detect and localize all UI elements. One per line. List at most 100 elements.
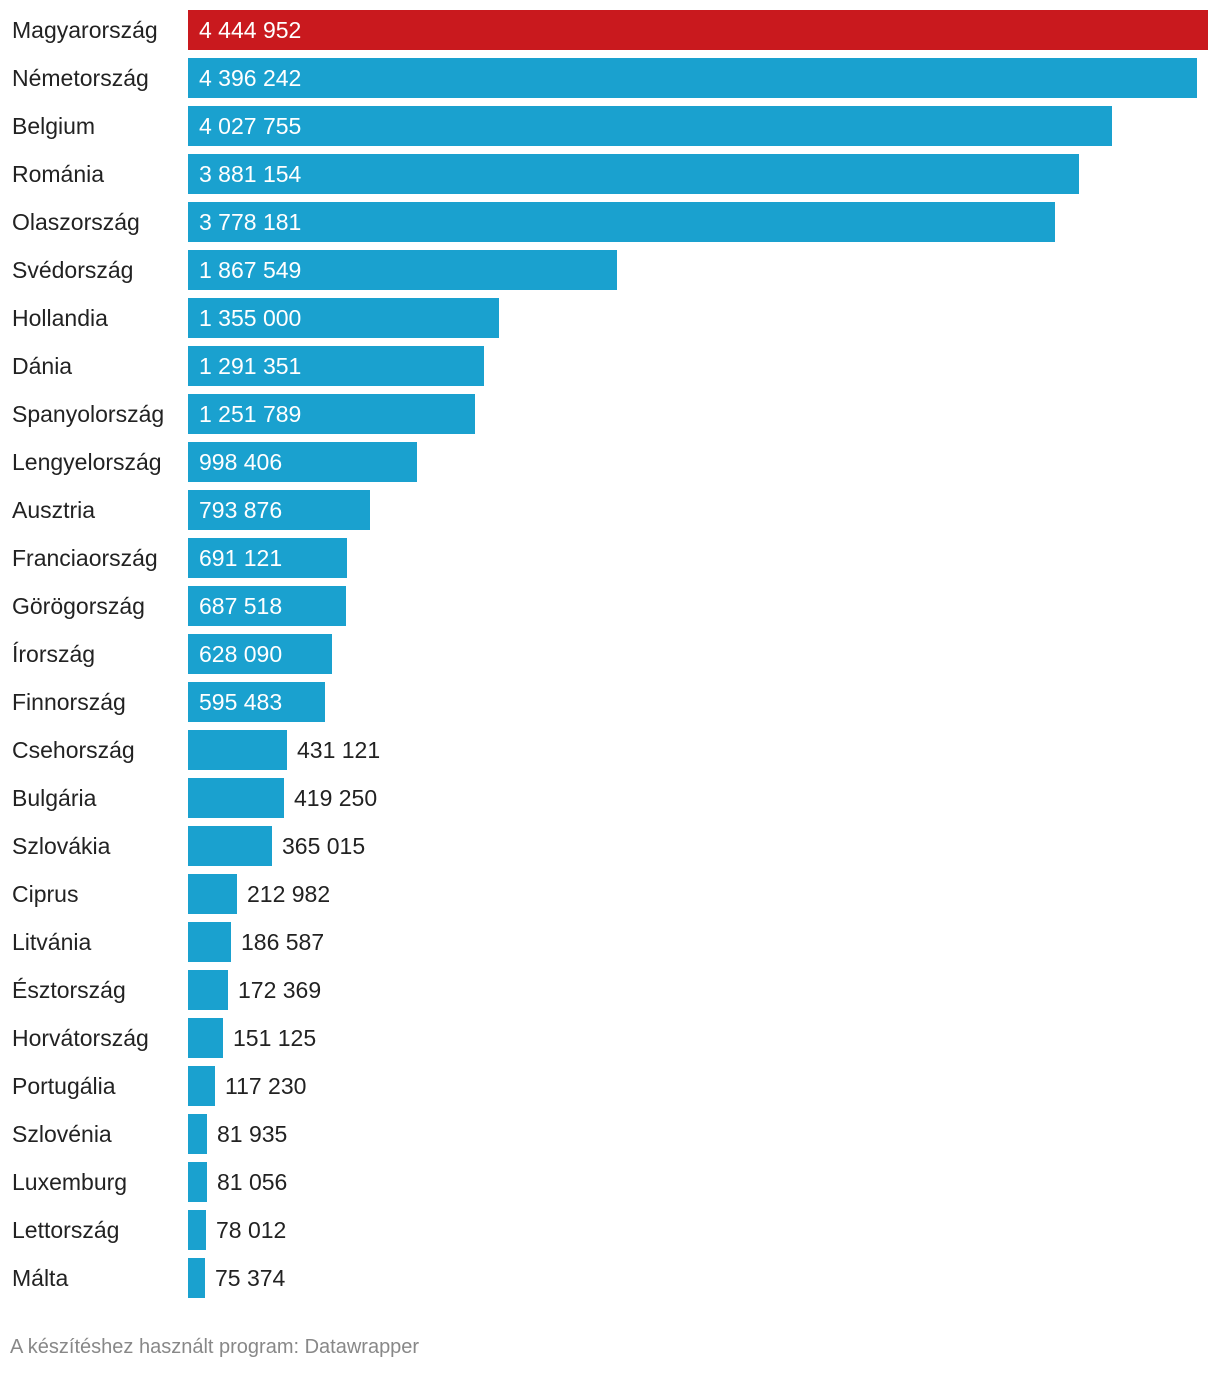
- value-label: 1 291 351: [199, 353, 302, 379]
- bar: [188, 874, 237, 914]
- category-label: Olaszország: [12, 209, 140, 235]
- category-label: Románia: [12, 161, 105, 187]
- bar-row: Románia 3 881 154: [0, 154, 1220, 194]
- category-label: Bulgária: [12, 785, 97, 811]
- bar: [188, 250, 617, 290]
- category-label: Franciaország: [12, 545, 158, 571]
- value-label: 212 982: [247, 881, 331, 907]
- bar: [188, 826, 272, 866]
- value-label: 186 587: [241, 929, 325, 955]
- value-label: 431 121: [297, 737, 381, 763]
- value-label: 687 518: [199, 593, 283, 619]
- value-label: 691 121: [199, 545, 283, 571]
- category-label: Dánia: [12, 353, 73, 379]
- category-label: Lettország: [12, 1217, 120, 1243]
- value-label: 117 230: [225, 1073, 307, 1099]
- bar: [188, 922, 231, 962]
- bar: [188, 1066, 215, 1106]
- bar: [188, 1210, 206, 1250]
- bar: [188, 10, 1208, 50]
- category-label: Belgium: [12, 113, 96, 139]
- bar-row: Málta 75 374: [0, 1258, 1220, 1298]
- value-label: 78 012: [216, 1217, 287, 1243]
- bar: [188, 1258, 205, 1298]
- bar-row: Spanyolország 1 251 789: [0, 394, 1220, 434]
- category-label: Hollandia: [12, 305, 108, 331]
- category-label: Portugália: [12, 1073, 116, 1099]
- value-label: 81 935: [217, 1121, 288, 1147]
- value-label: 1 251 789: [199, 401, 302, 427]
- category-label: Litvánia: [12, 929, 92, 955]
- bar: [188, 1162, 207, 1202]
- bar-row: Bulgária 419 250: [0, 778, 1220, 818]
- bar-row: Svédország 1 867 549: [0, 250, 1220, 290]
- bar: [188, 442, 417, 482]
- bar: [188, 154, 1079, 194]
- bar-row: Észtország 172 369: [0, 970, 1220, 1010]
- category-label: Szlovénia: [12, 1121, 112, 1147]
- bar: [188, 106, 1112, 146]
- category-label: Németország: [12, 65, 149, 91]
- category-label: Horvátország: [12, 1025, 149, 1051]
- value-label: 4 444 952: [199, 17, 302, 43]
- value-label: 4 027 755: [199, 113, 302, 139]
- value-label: 81 056: [217, 1169, 288, 1195]
- source-credit: A készítéshez használt program: Datawrap…: [10, 1336, 420, 1358]
- bar-row: Horvátország 151 125: [0, 1018, 1220, 1058]
- bar: [188, 1018, 223, 1058]
- bar: [188, 58, 1197, 98]
- category-label: Görögország: [12, 593, 145, 619]
- value-label: 75 374: [215, 1265, 286, 1291]
- bar-row: Szlovénia 81 935: [0, 1114, 1220, 1154]
- category-label: Szlovákia: [12, 833, 111, 859]
- bar-row: Hollandia 1 355 000: [0, 298, 1220, 338]
- value-label: 172 369: [238, 977, 322, 1003]
- category-label: Csehország: [12, 737, 135, 763]
- category-label: Ausztria: [12, 497, 96, 523]
- value-label: 998 406: [199, 449, 283, 475]
- bar-row: Görögország 687 518: [0, 586, 1220, 626]
- value-label: 1 867 549: [199, 257, 302, 283]
- value-label: 151 125: [233, 1025, 317, 1051]
- bar-row: Csehország 431 121: [0, 730, 1220, 770]
- category-label: Lengyelország: [12, 449, 162, 475]
- bar-row: Luxemburg 81 056: [0, 1162, 1220, 1202]
- value-label: 628 090: [199, 641, 283, 667]
- bar: [188, 538, 347, 578]
- bar-row: Ciprus 212 982: [0, 874, 1220, 914]
- bar-row: Lengyelország 998 406: [0, 442, 1220, 482]
- category-label: Ciprus: [12, 881, 79, 907]
- bar: [188, 346, 484, 386]
- value-label: 4 396 242: [199, 65, 302, 91]
- bar: [188, 490, 370, 530]
- bar-row: Portugália 117 230: [0, 1066, 1220, 1106]
- category-label: Finnország: [12, 689, 126, 715]
- bar-row: Szlovákia 365 015: [0, 826, 1220, 866]
- bar: [188, 586, 346, 626]
- value-label: 3 778 181: [199, 209, 302, 235]
- value-label: 365 015: [282, 833, 366, 859]
- bar: [188, 1114, 207, 1154]
- bar-row: Magyarország 4 444 952: [0, 10, 1220, 50]
- bar: [188, 298, 499, 338]
- bar-row: Finnország 595 483: [0, 682, 1220, 722]
- bar: [188, 634, 332, 674]
- bar-row: Belgium 4 027 755: [0, 106, 1220, 146]
- value-label: 1 355 000: [199, 305, 302, 331]
- value-label: 793 876: [199, 497, 283, 523]
- category-label: Észtország: [12, 977, 126, 1003]
- category-label: Írország: [12, 641, 96, 667]
- category-label: Luxemburg: [12, 1169, 128, 1195]
- value-label: 595 483: [199, 689, 283, 715]
- category-label: Málta: [12, 1265, 69, 1291]
- bar: [188, 202, 1055, 242]
- bar: [188, 730, 287, 770]
- category-label: Spanyolország: [12, 401, 165, 427]
- bar-row: Írország 628 090: [0, 634, 1220, 674]
- bar-row: Dánia 1 291 351: [0, 346, 1220, 386]
- bar: [188, 682, 325, 722]
- value-label: 3 881 154: [199, 161, 302, 187]
- category-label: Svédország: [12, 257, 134, 283]
- category-label: Magyarország: [12, 17, 158, 43]
- bar: [188, 394, 475, 434]
